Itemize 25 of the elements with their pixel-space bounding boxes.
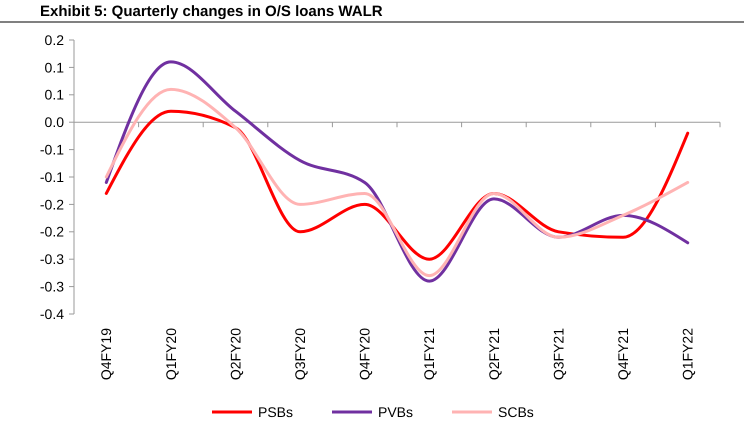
x-tick-label: Q3FY20: [292, 328, 308, 380]
y-tick-label: -0.4: [40, 306, 64, 322]
x-tick-label: Q2FY20: [227, 328, 244, 380]
x-tick-label: Q1FY22: [680, 328, 696, 380]
x-tick-label: Q2FY21: [486, 328, 502, 380]
x-tick-label: Q1FY21: [421, 328, 438, 380]
x-tick-label: Q3FY21: [550, 328, 566, 380]
y-tick-label: -0.3: [40, 251, 64, 268]
x-tick-label: Q4FY21: [615, 328, 631, 380]
y-tick-label: -0.1: [40, 168, 64, 185]
legend-label: PVBs: [378, 404, 414, 420]
y-tick-label: 0.1: [44, 59, 64, 76]
x-tick-label: Q1FY20: [162, 328, 179, 380]
x-tick-label: Q4FY20: [356, 328, 373, 380]
y-tick-label: 0.2: [44, 32, 64, 48]
chart-title: Exhibit 5: Quarterly changes in O/S loans WALR: [40, 3, 383, 20]
legend-label: SCBs: [498, 404, 534, 420]
y-tick-label: -0.3: [40, 278, 64, 294]
legend-label: PSBs: [258, 404, 294, 420]
y-tick-label: -0.2: [40, 224, 64, 240]
y-tick-label: -0.1: [40, 142, 64, 158]
y-tick-label: 0.1: [44, 86, 64, 103]
x-tick-label: Q4FY19: [98, 328, 114, 380]
y-tick-label: 0.0: [44, 114, 64, 130]
y-tick-label: -0.2: [40, 196, 64, 212]
